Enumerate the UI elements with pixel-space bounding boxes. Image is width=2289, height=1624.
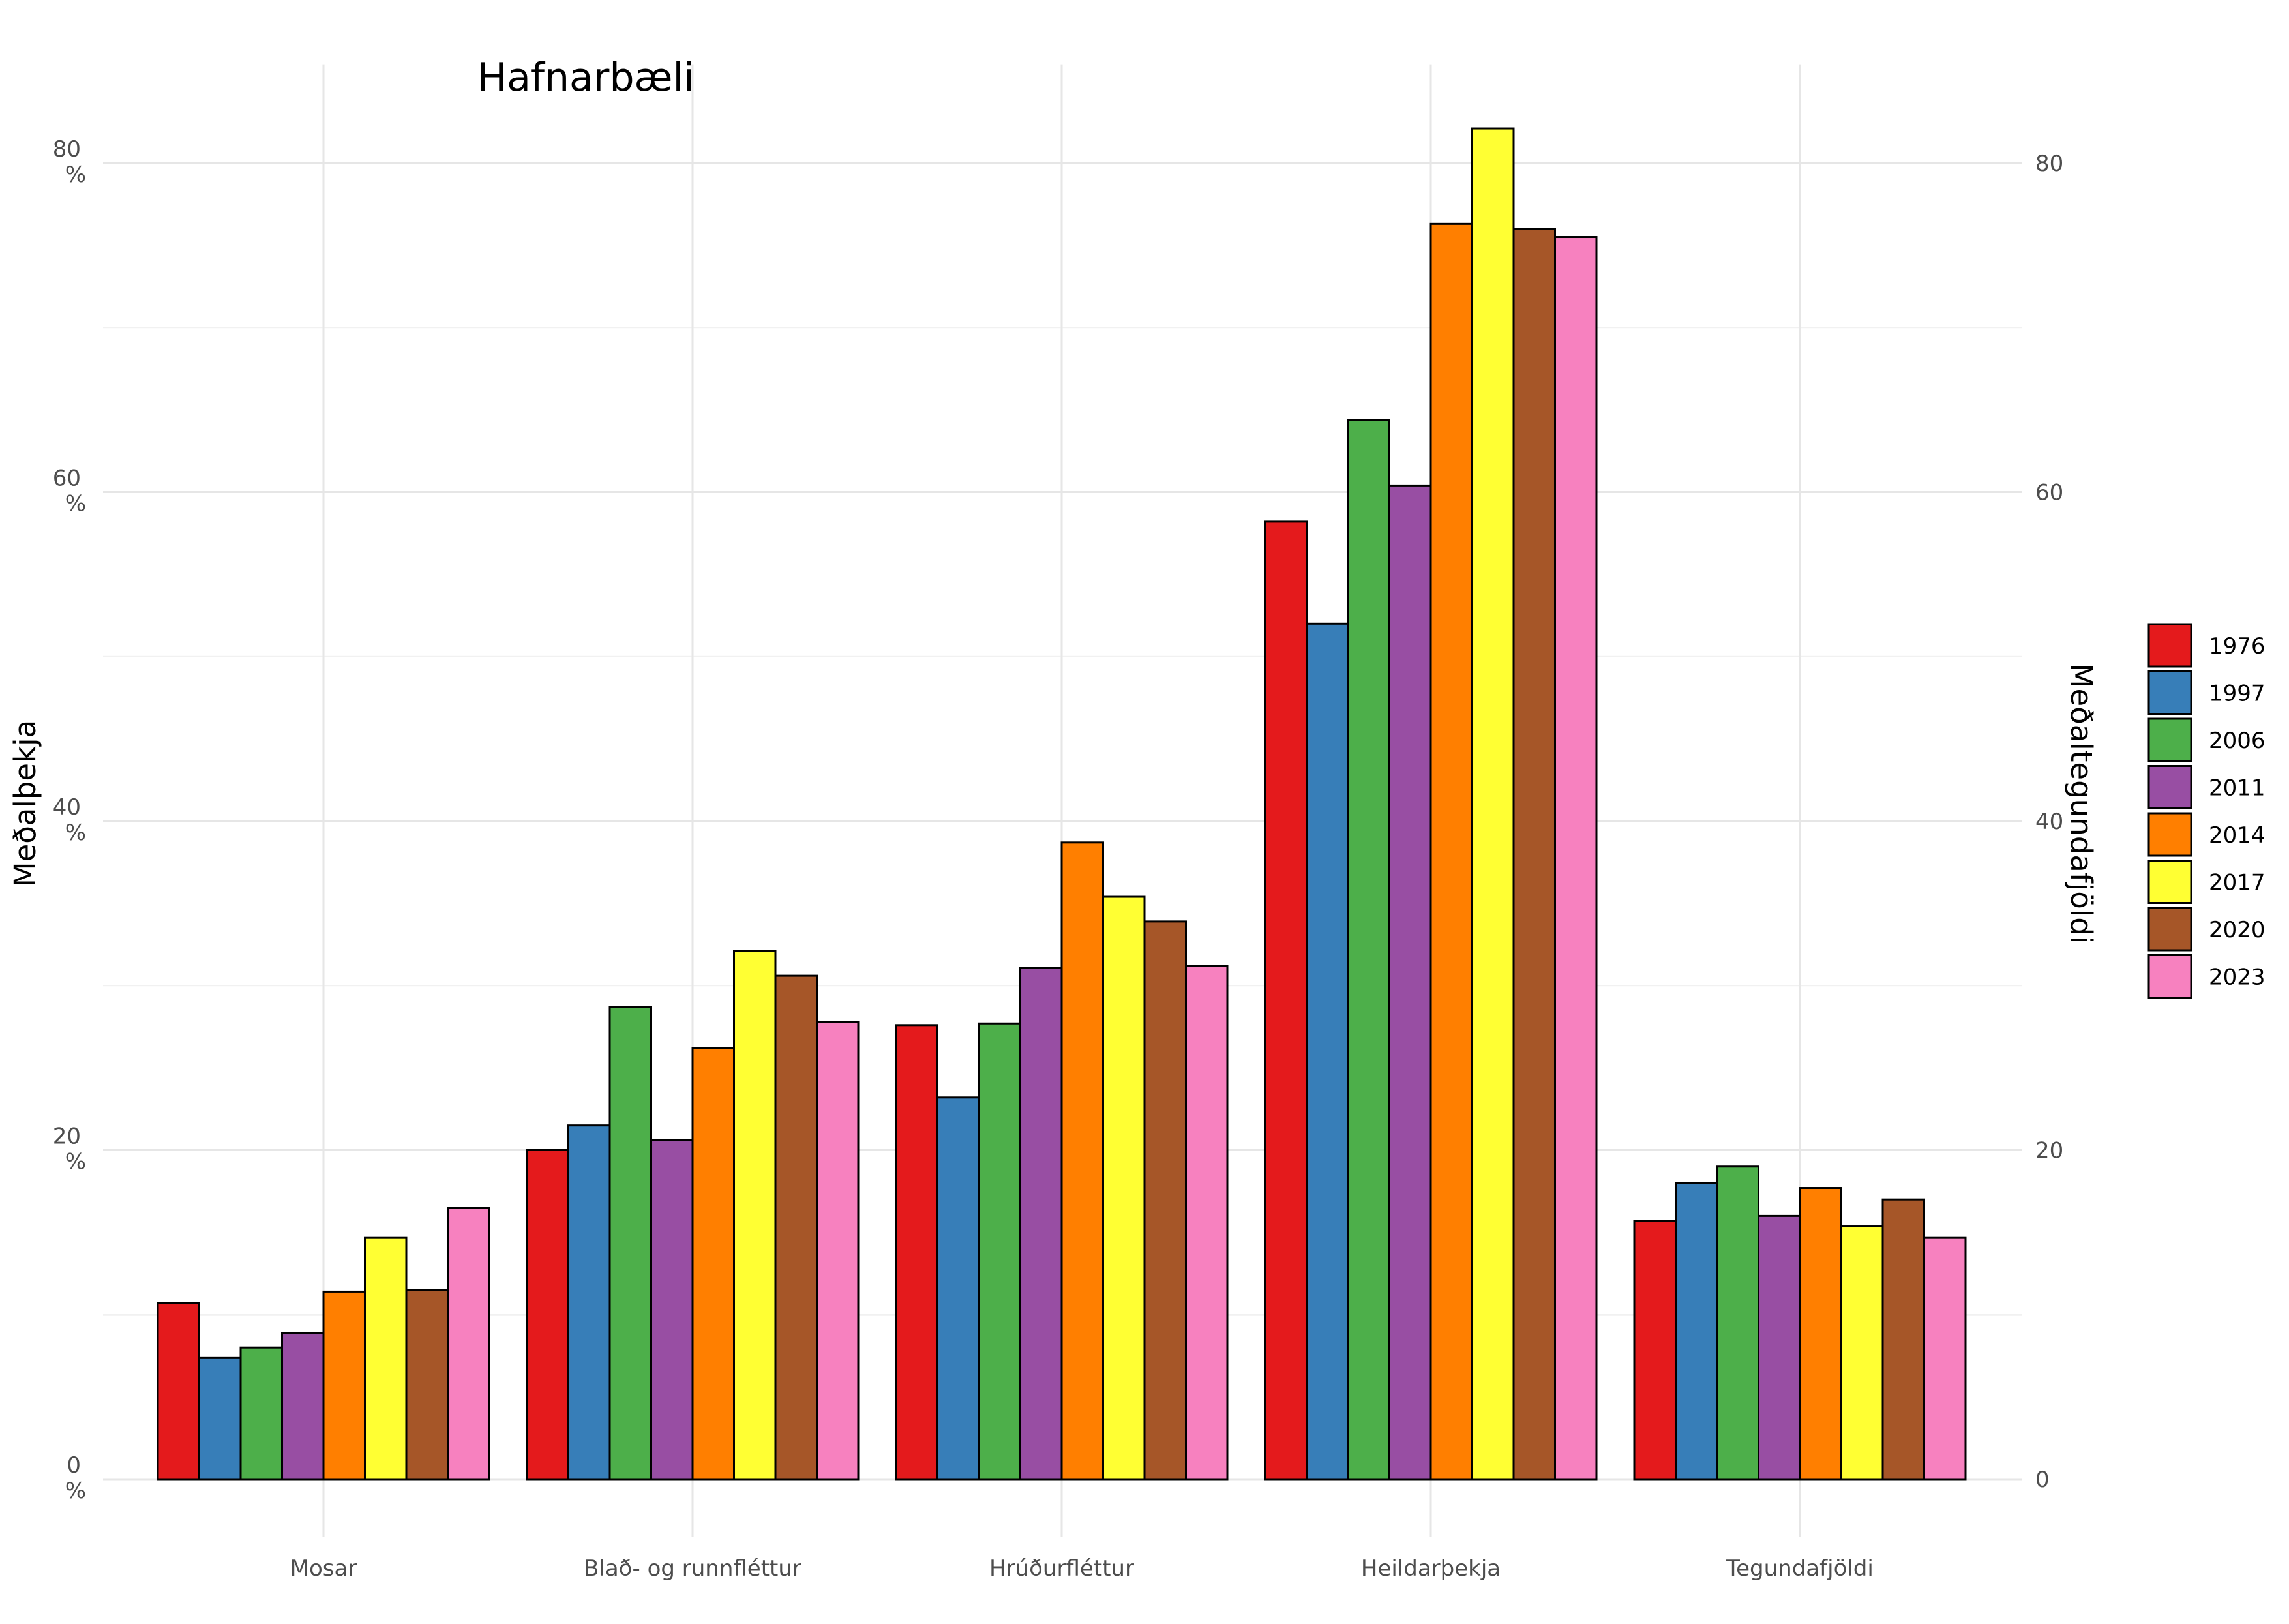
y-tick-left-value: 0 (67, 1452, 81, 1479)
bar-heildar-ekja-2014 (1429, 222, 1473, 1481)
legend-label-2011: 2011 (2209, 775, 2266, 802)
bar-bla-og-runnfle-ttur-2014 (691, 1047, 735, 1481)
bar-bla-og-runnfle-ttur-2020 (774, 974, 818, 1481)
bar-hru-urfle-ttur-2011 (1019, 967, 1063, 1481)
x-tick-label: Mosar (290, 1556, 357, 1582)
bar-hru-urfle-ttur-2006 (978, 1022, 1021, 1481)
y-tick-right: 20 (2035, 1138, 2063, 1164)
legend-label-2020: 2020 (2209, 917, 2266, 943)
bar-tegundafjo-ldi-1976 (1633, 1220, 1677, 1481)
bar-tegundafjo-ldi-2017 (1840, 1225, 1884, 1481)
bar-hru-urfle-ttur-2014 (1060, 841, 1104, 1481)
y-tick-left-value: 80 (53, 136, 81, 162)
legend-label-2017: 2017 (2209, 870, 2266, 896)
y-tick-right: 40 (2035, 809, 2063, 835)
bar-hru-urfle-ttur-2017 (1102, 895, 1146, 1481)
bar-tegundafjo-ldi-2020 (1881, 1198, 1925, 1481)
legend-swatch-1997 (2147, 670, 2192, 715)
legend-label-1997: 1997 (2209, 681, 2266, 707)
y-tick-left-unit: % (65, 820, 86, 846)
x-axis-ticks: Mosar Blað- og runnfléttur Hrúðurfléttur He… (290, 1556, 1874, 1582)
bar-mosar-2017 (364, 1236, 408, 1481)
bars (157, 127, 1967, 1481)
legend-label-2023: 2023 (2209, 965, 2266, 991)
y-tick-left-value: 60 (53, 466, 81, 492)
bar-hru-urfle-ttur-1997 (936, 1096, 980, 1481)
bar-mosar-2014 (322, 1290, 366, 1481)
y-tick-left-value: 40 (53, 794, 81, 820)
bar-tegundafjo-ldi-2014 (1799, 1187, 1842, 1481)
y-axis-left-ticks: 0%20%40%60%80% (53, 136, 86, 1504)
x-tick-label: Tegundafjöldi (1726, 1556, 1874, 1582)
legend-swatch-2020 (2147, 907, 2192, 952)
bar-mosar-1997 (198, 1356, 242, 1481)
y-axis-right-ticks: 0 20 40 60 80 (2035, 151, 2063, 1493)
legend-swatch-2023 (2147, 954, 2192, 999)
bar-heildar-ekja-2020 (1512, 228, 1556, 1481)
legend-swatch-2017 (2147, 860, 2192, 904)
y-tick-right: 80 (2035, 151, 2063, 177)
bar-mosar-2023 (447, 1207, 490, 1481)
bar-bla-og-runnfle-ttur-2017 (733, 950, 777, 1481)
bar-bla-og-runnfle-ttur-1976 (526, 1149, 569, 1481)
y-tick-left-unit: % (65, 162, 86, 188)
bar-heildar-ekja-1997 (1306, 622, 1349, 1481)
y-tick-left-unit: % (65, 1478, 86, 1504)
bar-bla-og-runnfle-ttur-2006 (608, 1006, 652, 1481)
legend-swatch-2014 (2147, 812, 2192, 857)
bar-tegundafjo-ldi-2006 (1716, 1165, 1759, 1481)
bar-hru-urfle-ttur-2023 (1185, 965, 1229, 1481)
x-tick-label: Blað- og runnfléttur (584, 1556, 801, 1582)
bar-mosar-2011 (281, 1331, 325, 1481)
bar-heildar-ekja-2023 (1554, 236, 1598, 1481)
bar-mosar-2006 (239, 1346, 283, 1481)
bar-tegundafjo-ldi-2011 (1758, 1214, 1801, 1481)
bar-heildar-ekja-1976 (1264, 520, 1308, 1481)
legend-label-2014: 2014 (2209, 822, 2266, 849)
bar-tegundafjo-ldi-1997 (1675, 1182, 1718, 1481)
legend-swatch-2011 (2147, 765, 2192, 809)
legend-swatch-2006 (2147, 717, 2192, 762)
bar-hru-urfle-ttur-2020 (1143, 920, 1187, 1481)
bar-bla-og-runnfle-ttur-1997 (567, 1124, 611, 1481)
bar-mosar-2020 (405, 1289, 449, 1481)
y-tick-right: 0 (2035, 1467, 2050, 1493)
bar-bla-og-runnfle-ttur-2011 (650, 1139, 694, 1481)
legend: 1976 1997 2006 2011 2014 2017 2020 2023 (2147, 623, 2266, 999)
bar-heildar-ekja-2011 (1388, 484, 1432, 1481)
y-tick-right: 60 (2035, 480, 2063, 506)
bar-hru-urfle-ttur-1976 (895, 1024, 938, 1481)
x-tick-label: Hrúðurfléttur (989, 1556, 1134, 1582)
bar-heildar-ekja-2006 (1347, 419, 1390, 1481)
legend-label-2006: 2006 (2209, 728, 2266, 754)
legend-swatch-1976 (2147, 623, 2192, 668)
y-axis-right-label: Meðaltegundafjöldi (2064, 663, 2099, 944)
chart-title: Hafnarbæli (477, 55, 695, 100)
bar-heildar-ekja-2017 (1471, 127, 1515, 1481)
bar-mosar-1976 (157, 1302, 200, 1481)
x-tick-label: Heildarþekja (1361, 1556, 1501, 1582)
bar-tegundafjo-ldi-2023 (1923, 1236, 1967, 1481)
y-tick-left-unit: % (65, 1149, 86, 1175)
y-tick-left-value: 20 (53, 1124, 81, 1150)
legend-label-1976: 1976 (2209, 633, 2266, 659)
y-axis-left-label: Meðalþekja (8, 720, 42, 888)
y-tick-left-unit: % (65, 491, 86, 517)
bar-bla-og-runnfle-ttur-2023 (816, 1021, 860, 1481)
